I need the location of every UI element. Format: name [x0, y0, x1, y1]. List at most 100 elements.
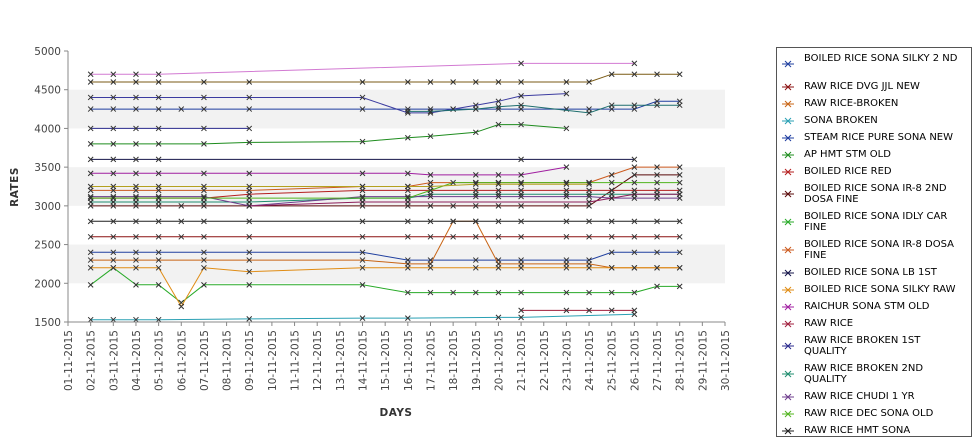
- legend-item: RAW RICE DVG JJL NEW: [777, 81, 971, 92]
- data-point: [495, 233, 502, 240]
- legend-swatch: [782, 301, 794, 313]
- legend-label: AP HMT STM OLD: [804, 149, 891, 160]
- legend-label: RAW RICE: [804, 318, 854, 329]
- legend-item: BOILED RICE SONA IDLY CAR FINE: [777, 211, 971, 233]
- legend-label: BOILED RICE SONA IR-8 2ND DOSA FINE: [804, 183, 947, 205]
- data-point: [563, 218, 570, 225]
- data-point: [586, 79, 592, 85]
- series-22: [404, 102, 683, 116]
- legend-swatch: [782, 149, 794, 161]
- data-point: [246, 281, 253, 288]
- legend-item: RAW RICE: [777, 318, 971, 329]
- data-point: [87, 183, 94, 190]
- data-point: [110, 257, 117, 263]
- legend-swatch: [782, 425, 794, 437]
- data-point: [676, 233, 683, 240]
- legend-label: RAW RICE DVG JJL NEW: [804, 81, 920, 92]
- data-point: [87, 125, 94, 132]
- data-point: [87, 94, 94, 101]
- data-point: [87, 281, 94, 288]
- data-point: [518, 181, 524, 188]
- data-point: [563, 203, 570, 209]
- x-tick-label: 22-11-2015: [539, 330, 551, 391]
- data-point: [404, 218, 411, 225]
- legend-swatch: [782, 318, 794, 330]
- data-point: [133, 316, 139, 323]
- data-point: [155, 71, 162, 78]
- series-line: [90, 100, 680, 110]
- grid-band: [68, 244, 725, 284]
- data-point: [472, 193, 479, 200]
- data-point: [518, 314, 524, 321]
- data-point: [246, 170, 253, 177]
- data-point: [495, 172, 502, 178]
- legend-swatch: [782, 115, 794, 127]
- data-point: [155, 79, 162, 85]
- data-point: [404, 315, 411, 321]
- data-point: [518, 233, 524, 240]
- series-line: [90, 62, 635, 75]
- data-point: [87, 264, 94, 271]
- data-point: [427, 172, 434, 178]
- data-point: [201, 257, 207, 263]
- series-line: [90, 267, 680, 304]
- data-point: [631, 249, 638, 256]
- data-point: [654, 172, 660, 178]
- data-point: [608, 249, 615, 256]
- series-19: [87, 60, 638, 78]
- data-point: [631, 71, 638, 78]
- data-point: [631, 164, 638, 170]
- x-tick-label: 05-11-2015: [154, 330, 166, 391]
- data-point: [676, 172, 683, 178]
- data-point: [608, 71, 615, 78]
- x-tick-label: 20-11-2015: [493, 330, 505, 391]
- legend-swatch: [782, 284, 794, 296]
- data-point: [246, 195, 253, 201]
- data-point: [359, 315, 366, 321]
- y-tick-label: 3000: [34, 201, 61, 213]
- legend-swatch: [782, 216, 794, 228]
- data-point: [155, 264, 162, 271]
- series-line: [90, 93, 567, 114]
- data-point: [631, 179, 638, 186]
- data-point: [110, 141, 117, 147]
- data-point: [246, 249, 253, 256]
- series-12: [87, 164, 570, 178]
- data-point: [178, 233, 185, 240]
- legend-item: RAW RICE-BROKEN: [777, 98, 971, 109]
- data-point: [201, 183, 207, 190]
- legend-swatch: [782, 188, 794, 200]
- data-point: [178, 218, 185, 225]
- data-point: [608, 172, 615, 178]
- data-point: [110, 71, 117, 78]
- x-tick-label: 17-11-2015: [425, 330, 437, 391]
- legend-item: STEAM RICE PURE SONA NEW: [777, 132, 971, 143]
- data-point: [87, 170, 94, 177]
- data-point: [472, 203, 479, 209]
- data-point: [155, 233, 162, 240]
- data-point: [155, 183, 162, 190]
- data-point: [246, 218, 253, 225]
- series-0: [87, 249, 683, 263]
- data-point: [563, 181, 570, 188]
- y-tick-label: 4500: [34, 85, 61, 97]
- legend-label: BOILED RICE SONA LB 1ST: [804, 267, 937, 278]
- data-point: [359, 199, 366, 205]
- data-point: [133, 170, 139, 177]
- data-point: [155, 141, 162, 147]
- data-point: [495, 79, 502, 85]
- data-point: [246, 94, 253, 101]
- legend-swatch: [782, 340, 794, 352]
- data-point: [87, 195, 94, 201]
- data-point: [246, 203, 253, 209]
- data-point: [563, 79, 570, 85]
- series-18: [87, 218, 683, 225]
- legend-label: RAW RICE BROKEN 2ND QUALITY: [804, 363, 924, 385]
- data-point: [359, 264, 366, 271]
- data-point: [654, 218, 660, 225]
- data-point: [586, 191, 592, 198]
- data-point: [563, 264, 570, 271]
- y-tick-label: 5000: [34, 46, 61, 58]
- legend-item: RAICHUR SONA STM OLD: [777, 301, 971, 312]
- x-tick-label: 21-11-2015: [516, 330, 528, 391]
